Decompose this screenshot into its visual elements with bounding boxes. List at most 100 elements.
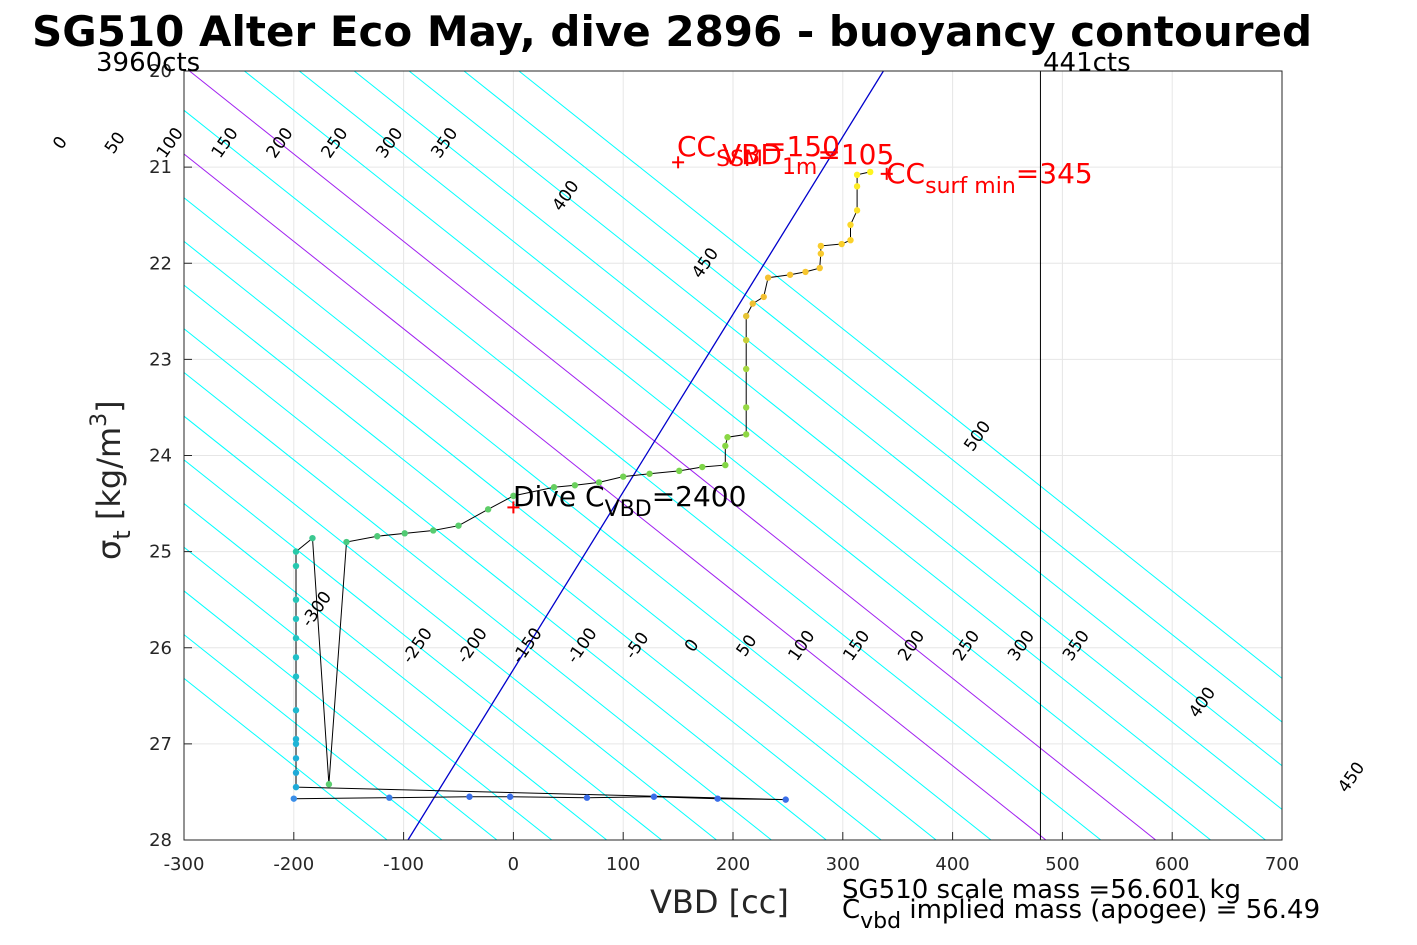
data-point [292, 740, 300, 748]
cyan-contour-line [244, 71, 1211, 840]
x-tick-label: 500 [1045, 854, 1079, 875]
data-point [550, 484, 558, 491]
data-point [430, 527, 437, 534]
contour-label: 0 [49, 133, 72, 153]
data-point [847, 221, 854, 228]
data-point [309, 534, 316, 542]
data-point [401, 530, 408, 537]
data-point [764, 274, 772, 281]
chart-title: SG510 Alter Eco May, dive 2896 - buoyanc… [32, 7, 1312, 56]
data-point [292, 707, 300, 714]
buoyancy-contours [184, 71, 1282, 840]
data-point [510, 492, 517, 500]
cc-ssm-annotation: CCSSM=150 [677, 130, 840, 172]
data-point [724, 434, 731, 441]
cyan-contour-line [184, 284, 882, 840]
magenta-contour-line [189, 71, 1157, 840]
y-tick-label: 27 [149, 734, 172, 755]
data-point [292, 596, 300, 603]
y-axis-ticks: 20 21 22 23 24 25 26 27 28 [149, 61, 192, 851]
y-axis-label: σt [kg/m3] [87, 400, 136, 560]
cyan-contour-line [518, 71, 1282, 679]
data-point [292, 615, 300, 623]
scale-mass-note: SG510 scale mass =56.601 kg [842, 875, 1241, 905]
y-tick-label: 25 [149, 542, 172, 563]
x-tick-label: 100 [606, 854, 640, 875]
x-tick-label: -100 [383, 854, 424, 875]
x-axis-label: VBD [cc] [650, 883, 789, 921]
y-tick-label: 26 [149, 638, 172, 659]
data-point [853, 183, 861, 190]
data-point [853, 171, 861, 179]
data-point [722, 442, 729, 450]
cc-surf-min-annotation: CCsurf min=345 [886, 157, 1093, 199]
data-point [817, 250, 825, 257]
x-tick-label: 600 [1155, 854, 1189, 875]
data-point [838, 240, 845, 248]
data-point [343, 538, 350, 546]
data-point [847, 236, 854, 244]
x-tick-label: 700 [1265, 854, 1299, 875]
y-tick-label: 28 [149, 830, 172, 851]
data-point [650, 793, 658, 800]
cyan-contour-line [184, 197, 992, 840]
data-point [571, 482, 579, 489]
data-point [620, 473, 627, 480]
data-point [292, 654, 300, 661]
data-point [455, 522, 462, 529]
y-tick-label: 24 [149, 446, 172, 467]
data-point [786, 271, 794, 278]
data-point [742, 336, 750, 344]
top-left-count-label: 3960cts [96, 48, 200, 78]
data-point [292, 634, 300, 642]
reference-markers [507, 156, 893, 514]
data-point [374, 533, 381, 540]
data-point [292, 769, 300, 776]
data-point [292, 735, 300, 743]
data-point [292, 548, 300, 555]
data-point [290, 795, 297, 802]
cyan-contour-line [184, 590, 498, 840]
data-point [742, 404, 750, 411]
data-point [742, 365, 750, 373]
data-point [867, 168, 874, 176]
cyan-contour-line [184, 240, 937, 840]
x-tick-label: 0 [508, 854, 519, 875]
data-point [714, 795, 721, 802]
y-tick-label: 21 [149, 157, 172, 178]
data-point [816, 264, 823, 272]
cyan-contour-line [408, 71, 1282, 767]
data-point [699, 463, 706, 471]
implied-mass-note: Cvbd implied mass (apogee) = 56.49 [842, 895, 1320, 934]
data-point [325, 781, 333, 788]
data-point [749, 300, 756, 307]
x-tick-label: -300 [164, 854, 205, 875]
cyan-contour-line [184, 546, 553, 840]
vbd-1m-annotation: VBD1m=105 [722, 138, 894, 180]
data-point [675, 467, 683, 475]
y-tick-label: 20 [149, 61, 172, 82]
cyan-contour-line [298, 71, 1266, 840]
x-tick-label: -200 [273, 854, 314, 875]
data-point [742, 431, 750, 438]
annotations: Dive CVBD=2400 CCSSM=150 VBD1m=105 CCsur… [513, 130, 1093, 522]
y-tick-label: 22 [149, 253, 172, 274]
x-tick-label: 300 [826, 854, 860, 875]
y-tick-label: 23 [149, 349, 172, 370]
data-point [646, 470, 653, 477]
data-point [802, 268, 809, 276]
data-point [760, 293, 767, 301]
neutral-buoyancy-line [407, 71, 884, 840]
data-point [484, 506, 492, 513]
cyan-contour-line [184, 328, 827, 840]
contour-label: 450 [1334, 758, 1369, 796]
cyan-contour-line [184, 109, 1102, 840]
magenta-contour-line [184, 153, 1047, 840]
cyan-contour-line [184, 459, 662, 840]
x-tick-label: 200 [716, 854, 750, 875]
data-point [292, 562, 300, 570]
data-point [292, 783, 300, 791]
contour-label: 50 [101, 128, 130, 157]
cyan-contour-line [463, 71, 1282, 723]
